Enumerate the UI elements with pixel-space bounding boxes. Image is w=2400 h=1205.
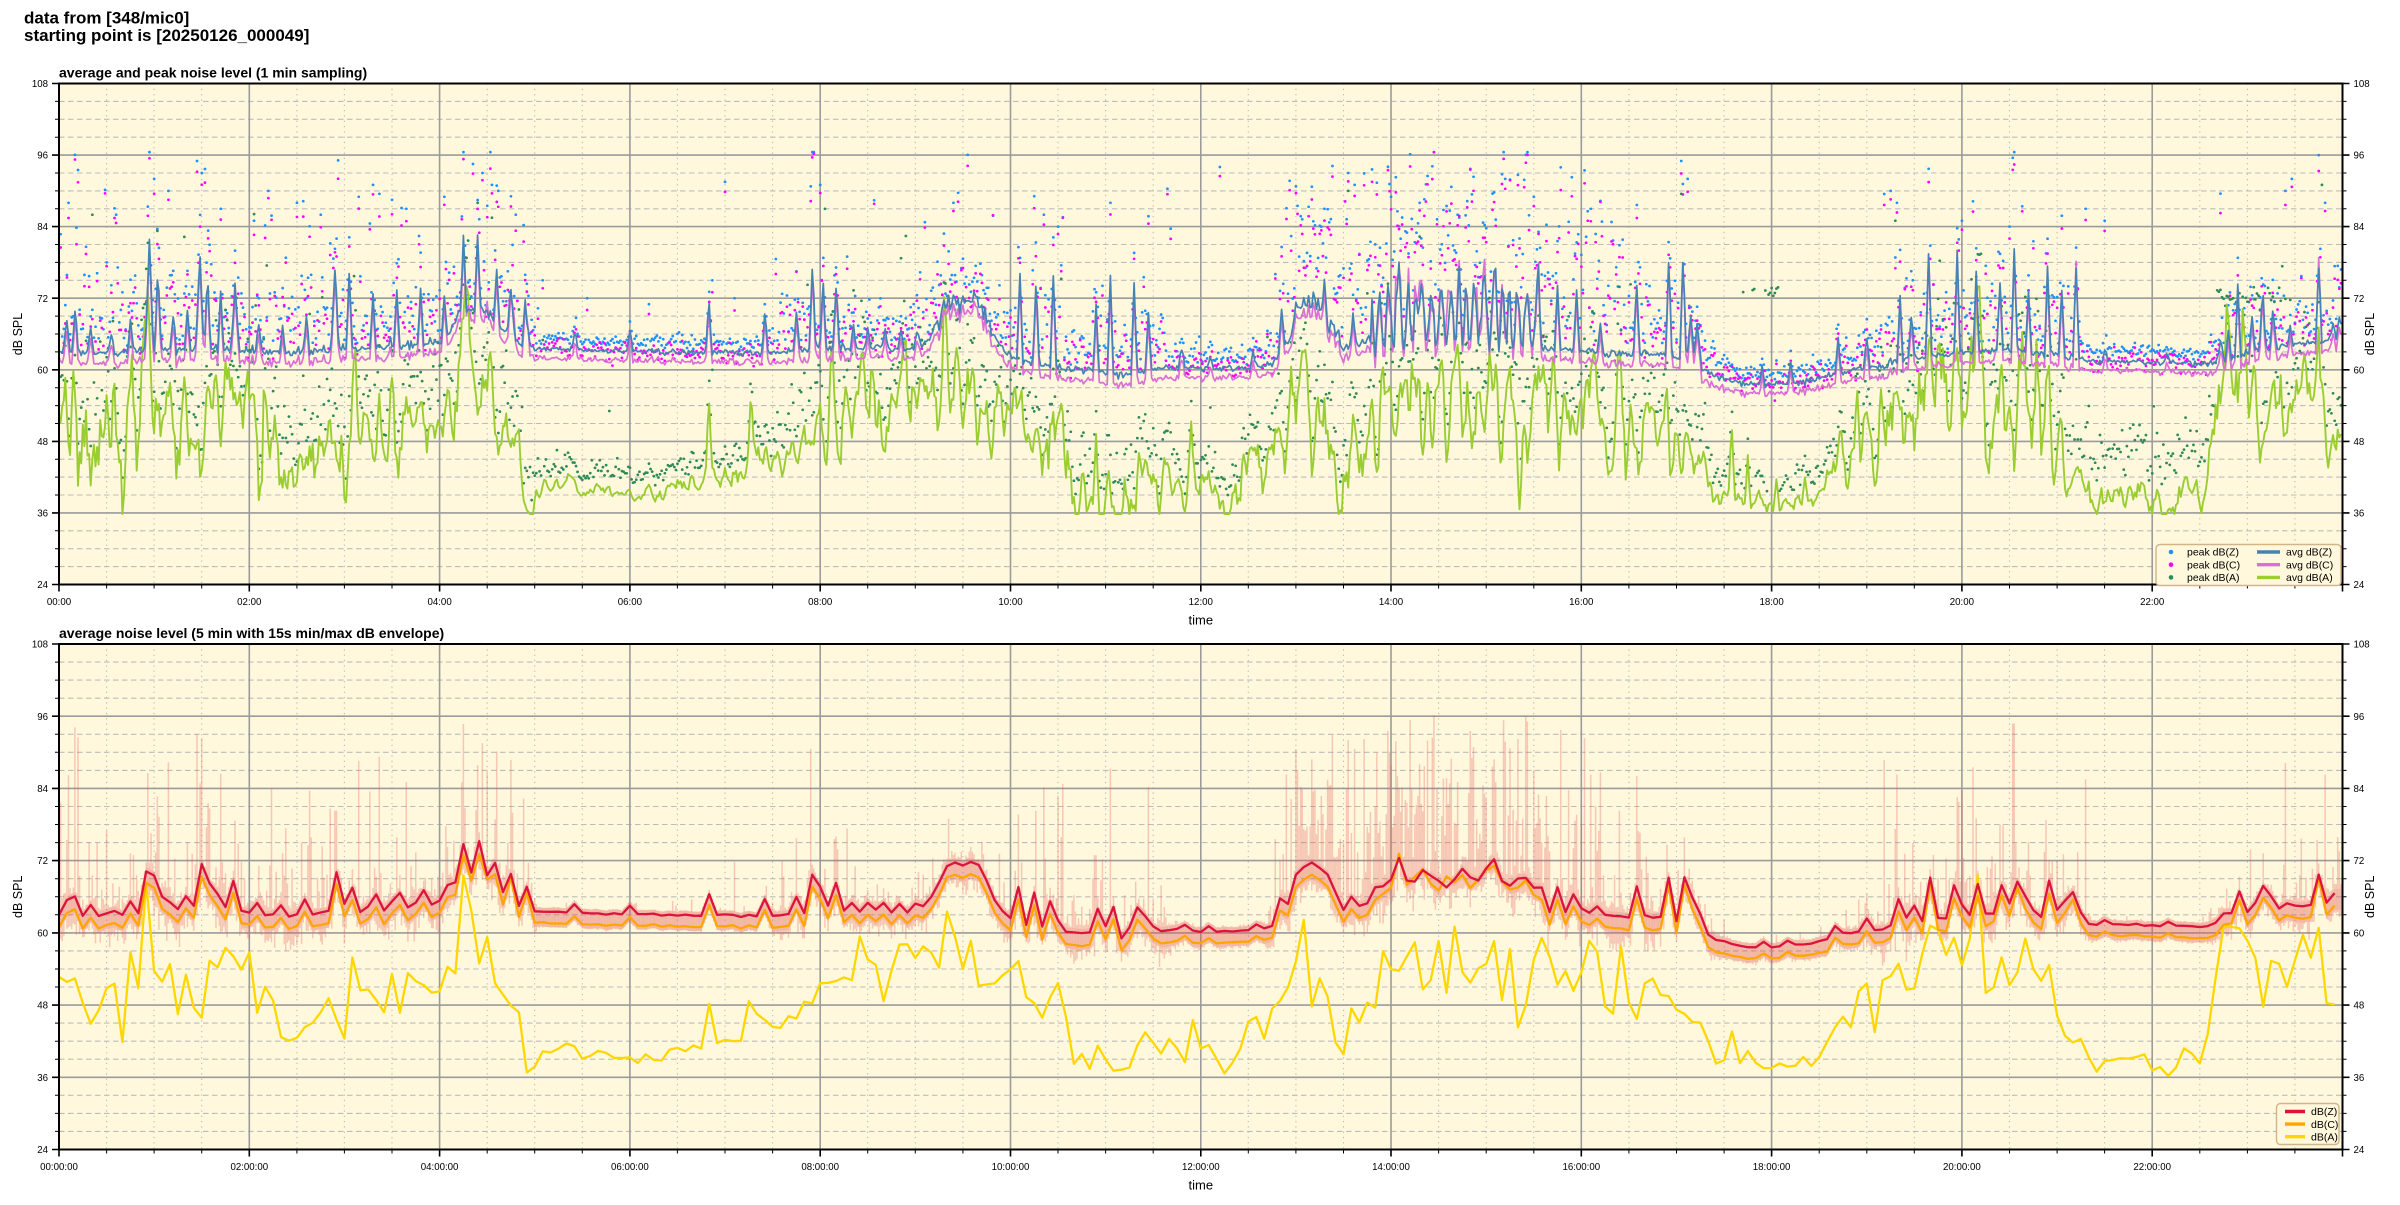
svg-text:24: 24 <box>37 580 48 591</box>
svg-text:12:00: 12:00 <box>1189 597 1214 608</box>
svg-text:60: 60 <box>2354 365 2365 376</box>
svg-text:60: 60 <box>2354 929 2365 940</box>
svg-text:48: 48 <box>37 437 48 448</box>
svg-text:00:00:00: 00:00:00 <box>40 1162 78 1173</box>
svg-text:22:00:00: 22:00:00 <box>2133 1162 2171 1173</box>
svg-text:04:00: 04:00 <box>427 597 452 608</box>
svg-text:84: 84 <box>37 222 48 233</box>
svg-text:10:00:00: 10:00:00 <box>992 1162 1030 1173</box>
svg-text:14:00:00: 14:00:00 <box>1372 1162 1410 1173</box>
svg-text:20:00:00: 20:00:00 <box>1943 1162 1981 1173</box>
svg-text:96: 96 <box>2354 712 2365 723</box>
svg-text:avg dB(A): avg dB(A) <box>2286 572 2333 584</box>
svg-text:108: 108 <box>32 640 48 651</box>
svg-text:72: 72 <box>37 294 48 305</box>
svg-text:24: 24 <box>2354 580 2365 591</box>
svg-text:72: 72 <box>37 856 48 867</box>
svg-text:84: 84 <box>2354 784 2365 795</box>
svg-text:12:00:00: 12:00:00 <box>1182 1162 1220 1173</box>
svg-text:48: 48 <box>2354 437 2365 448</box>
svg-text:average and peak noise level (: average and peak noise level (1 min samp… <box>59 65 367 81</box>
svg-text:time: time <box>1189 613 1214 628</box>
svg-text:20:00: 20:00 <box>1950 597 1975 608</box>
svg-text:peak dB(C): peak dB(C) <box>2187 559 2240 571</box>
svg-text:36: 36 <box>37 1073 48 1084</box>
svg-text:60: 60 <box>37 929 48 940</box>
svg-text:06:00:00: 06:00:00 <box>611 1162 649 1173</box>
svg-text:72: 72 <box>2354 294 2365 305</box>
svg-text:dB(A): dB(A) <box>2311 1131 2338 1143</box>
svg-text:08:00: 08:00 <box>808 597 833 608</box>
svg-text:06:00: 06:00 <box>618 597 643 608</box>
svg-text:18:00:00: 18:00:00 <box>1753 1162 1791 1173</box>
svg-text:dB SPL: dB SPL <box>11 313 25 355</box>
svg-text:peak dB(A): peak dB(A) <box>2187 572 2240 584</box>
svg-text:16:00:00: 16:00:00 <box>1562 1162 1600 1173</box>
svg-text:48: 48 <box>2354 1001 2365 1012</box>
svg-text:dB SPL: dB SPL <box>2363 313 2377 355</box>
svg-text:84: 84 <box>37 784 48 795</box>
svg-text:24: 24 <box>37 1145 48 1156</box>
svg-text:22:00: 22:00 <box>2140 597 2165 608</box>
svg-text:108: 108 <box>2354 640 2370 651</box>
svg-text:avg dB(C): avg dB(C) <box>2286 559 2333 571</box>
svg-text:36: 36 <box>2354 509 2365 520</box>
svg-text:84: 84 <box>2354 222 2365 233</box>
svg-text:96: 96 <box>37 151 48 162</box>
svg-text:04:00:00: 04:00:00 <box>421 1162 459 1173</box>
svg-text:36: 36 <box>2354 1073 2365 1084</box>
svg-text:16:00: 16:00 <box>1569 597 1594 608</box>
svg-text:18:00: 18:00 <box>1759 597 1784 608</box>
svg-text:dB(C): dB(C) <box>2311 1119 2338 1131</box>
svg-text:14:00: 14:00 <box>1379 597 1404 608</box>
svg-text:96: 96 <box>37 712 48 723</box>
svg-text:108: 108 <box>32 79 48 90</box>
svg-text:time: time <box>1189 1178 1214 1193</box>
svg-text:02:00: 02:00 <box>237 597 262 608</box>
svg-text:96: 96 <box>2354 151 2365 162</box>
svg-text:00:00: 00:00 <box>47 597 72 608</box>
svg-text:dB(Z): dB(Z) <box>2311 1106 2337 1118</box>
svg-text:10:00: 10:00 <box>998 597 1023 608</box>
svg-text:average noise level (5 min wit: average noise level (5 min with 15s min/… <box>59 625 444 641</box>
svg-text:36: 36 <box>37 509 48 520</box>
svg-text:dB SPL: dB SPL <box>2363 876 2377 918</box>
svg-text:starting point is [20250126_00: starting point is [20250126_000049] <box>24 26 309 45</box>
svg-text:60: 60 <box>37 365 48 376</box>
svg-text:08:00:00: 08:00:00 <box>801 1162 839 1173</box>
svg-text:02:00:00: 02:00:00 <box>230 1162 268 1173</box>
svg-text:avg dB(Z): avg dB(Z) <box>2286 547 2332 559</box>
svg-text:dB SPL: dB SPL <box>11 876 25 918</box>
svg-text:24: 24 <box>2354 1145 2365 1156</box>
svg-text:48: 48 <box>37 1001 48 1012</box>
svg-text:108: 108 <box>2354 79 2370 90</box>
svg-text:data from [348/mic0]: data from [348/mic0] <box>24 9 189 28</box>
svg-text:peak dB(Z): peak dB(Z) <box>2187 547 2239 559</box>
svg-text:72: 72 <box>2354 856 2365 867</box>
